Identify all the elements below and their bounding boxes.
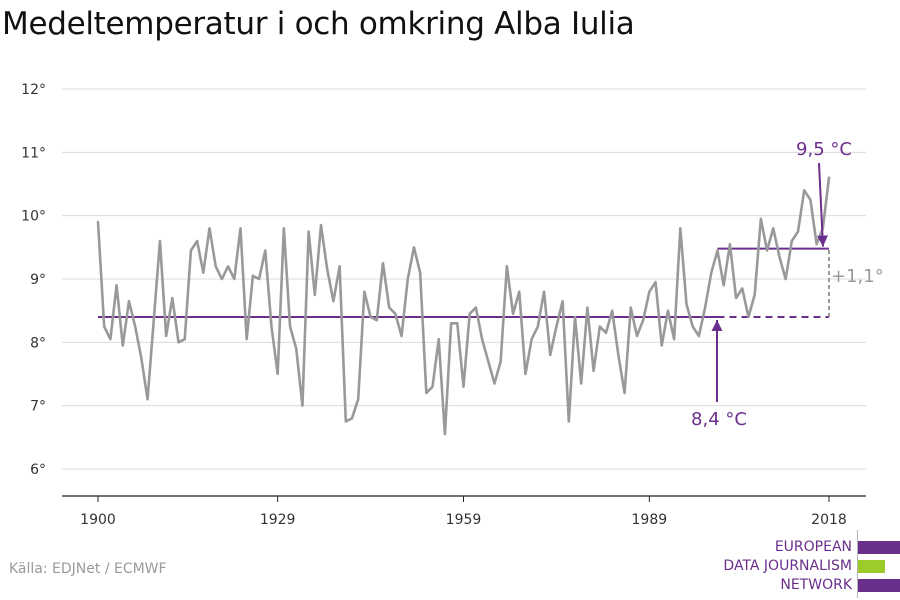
arrow-9-5-shaft — [818, 162, 824, 247]
arrow-8-4-head — [711, 320, 723, 332]
y-tick-label: 10° — [21, 209, 46, 225]
difference-label: +1,1° — [831, 266, 884, 287]
chart-title: Medeltemperatur i och omkring Alba Iulia — [2, 6, 635, 42]
x-tick-label: 2018 — [811, 512, 847, 528]
logo-line-1: EUROPEAN — [774, 539, 852, 555]
logo-bar-middle — [858, 560, 885, 573]
y-tick-label: 8° — [30, 335, 46, 351]
gridlines — [62, 88, 866, 470]
logo-line-2: DATA JOURNALISM — [723, 558, 852, 574]
y-tick-label: 12° — [21, 82, 46, 98]
logo-bar-top — [858, 541, 900, 554]
y-tick-label: 11° — [21, 145, 46, 161]
logo-bar-bottom — [858, 579, 900, 592]
source-note: Källa: EDJNet / ECMWF — [9, 561, 167, 577]
series-line-temperature — [96, 176, 831, 436]
reference-label-8-4: 8,4 °C — [691, 409, 747, 430]
x-tick-label: 1900 — [80, 512, 116, 528]
reference-label-9-5: 9,5 °C — [796, 139, 852, 160]
x-tick-label: 1929 — [260, 512, 296, 528]
edjnet-logo: EUROPEAN DATA JOURNALISM NETWORK — [700, 530, 900, 600]
y-tick-label: 6° — [30, 462, 46, 478]
logo-divider — [857, 530, 858, 598]
series-layer — [96, 176, 831, 436]
arrow-9-5-head — [816, 235, 828, 247]
axes: 6° 7° 8° 9° 10° 11° 12° 1900 1929 1959 1989 2018 — [21, 82, 866, 528]
x-tick-label: 1959 — [446, 512, 482, 528]
logo-line-3: NETWORK — [780, 577, 852, 593]
y-tick-label: 9° — [30, 272, 46, 288]
y-tick-label: 7° — [30, 399, 46, 415]
annotations: +1,1° 9,5 °C 8,4 °C — [691, 139, 884, 430]
x-tick-label: 1989 — [632, 512, 668, 528]
